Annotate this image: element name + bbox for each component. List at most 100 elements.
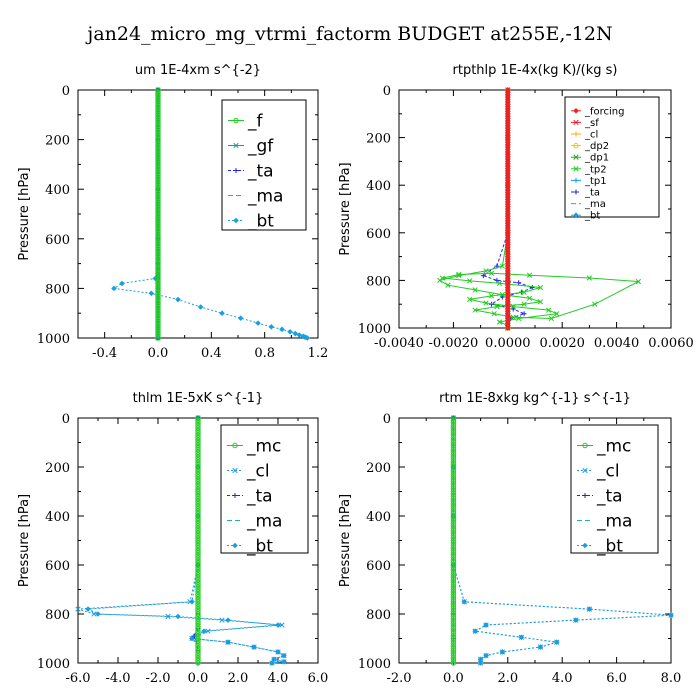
data-point [155, 263, 161, 269]
data-point [155, 94, 161, 101]
x-tick-label: 0.4 [201, 346, 222, 361]
data-point [155, 206, 161, 212]
data-point [499, 263, 506, 269]
data-point [155, 92, 161, 98]
data-point [450, 434, 457, 441]
legend-label: _ma [247, 186, 283, 206]
series-forcing [505, 87, 511, 331]
y-tick-label: 800 [45, 282, 70, 297]
data-point [450, 481, 457, 487]
data-point [155, 174, 161, 180]
y-tick-label: 200 [45, 461, 70, 476]
data-point [496, 280, 503, 286]
data-point [195, 449, 201, 455]
data-point [450, 510, 457, 517]
data-point [505, 325, 511, 331]
data-point [155, 270, 161, 277]
chart-panel: um 1E-4xm s^{-2} Pressure [hPa] 0 200 400 600… [17, 63, 328, 361]
data-point [450, 513, 457, 519]
data-point [189, 635, 195, 642]
data-point [195, 643, 201, 649]
data-point [450, 459, 457, 465]
data-point [155, 156, 161, 163]
data-point [195, 608, 201, 615]
data-point [155, 169, 161, 175]
data-point [195, 498, 201, 504]
series-mc [195, 415, 201, 666]
data-point [155, 122, 161, 128]
data-point [155, 196, 161, 202]
legend-label: _bt [584, 211, 600, 222]
legend-marker [233, 117, 239, 124]
data-point [195, 505, 201, 512]
data-point [545, 307, 552, 313]
data-point [510, 314, 516, 320]
data-point [155, 298, 161, 304]
data-point [450, 623, 457, 629]
data-point [450, 562, 457, 568]
data-point [195, 476, 201, 482]
data-point [195, 635, 201, 642]
data-point [518, 634, 525, 640]
data-point [155, 109, 161, 116]
series-group [450, 415, 674, 666]
data-point [467, 278, 473, 284]
data-point [195, 456, 201, 463]
data-point [195, 452, 201, 458]
legend-marker [573, 108, 579, 114]
legend-marker [232, 442, 238, 449]
data-point [450, 452, 457, 458]
data-point [521, 311, 527, 317]
data-point [456, 271, 462, 278]
data-point [219, 617, 225, 623]
y-tick-label: 600 [45, 559, 70, 574]
data-point [483, 268, 489, 274]
data-point [456, 272, 462, 279]
data-point [195, 520, 201, 527]
legend-marker [233, 168, 239, 173]
data-point [155, 303, 161, 309]
data-point [155, 161, 161, 168]
data-point [155, 89, 161, 96]
data-point [488, 270, 495, 276]
data-point [450, 525, 457, 531]
data-point [85, 606, 91, 612]
x-tick-label: -2.0 [386, 671, 411, 686]
legend-label: _bt [247, 211, 274, 231]
data-point [496, 319, 503, 325]
data-point [439, 275, 446, 281]
data-point [155, 134, 161, 140]
chart-panel: rtm 1E-8xkg kg^{-1} s^{-1} Pressure [hPa]… [338, 391, 681, 686]
data-point [155, 322, 161, 329]
data-point [195, 481, 201, 487]
data-point [450, 630, 457, 637]
legend-label: _ma [246, 511, 282, 531]
y-tick-label: 800 [45, 608, 70, 623]
data-point [155, 213, 161, 220]
data-point [450, 444, 457, 451]
x-tick-label: 0.8 [254, 346, 275, 361]
data-point [483, 652, 489, 659]
data-point [155, 112, 161, 118]
y-tick-label: 0 [383, 84, 391, 99]
data-point [195, 586, 201, 593]
data-point [450, 466, 457, 473]
data-point [155, 104, 161, 111]
data-point [450, 547, 457, 553]
data-point [450, 425, 457, 431]
data-point [111, 285, 117, 292]
data-point [155, 246, 161, 252]
data-point [450, 432, 457, 438]
data-point [195, 464, 201, 470]
data-point [155, 159, 161, 165]
data-point [195, 508, 201, 514]
y-tick-label: 600 [45, 233, 70, 248]
data-point [499, 294, 505, 300]
data-point [195, 417, 201, 424]
data-point [195, 425, 201, 431]
data-point [195, 432, 201, 438]
data-point [450, 655, 457, 661]
legend-label: _ta [596, 486, 623, 506]
data-point [155, 223, 161, 230]
data-point [477, 660, 484, 666]
